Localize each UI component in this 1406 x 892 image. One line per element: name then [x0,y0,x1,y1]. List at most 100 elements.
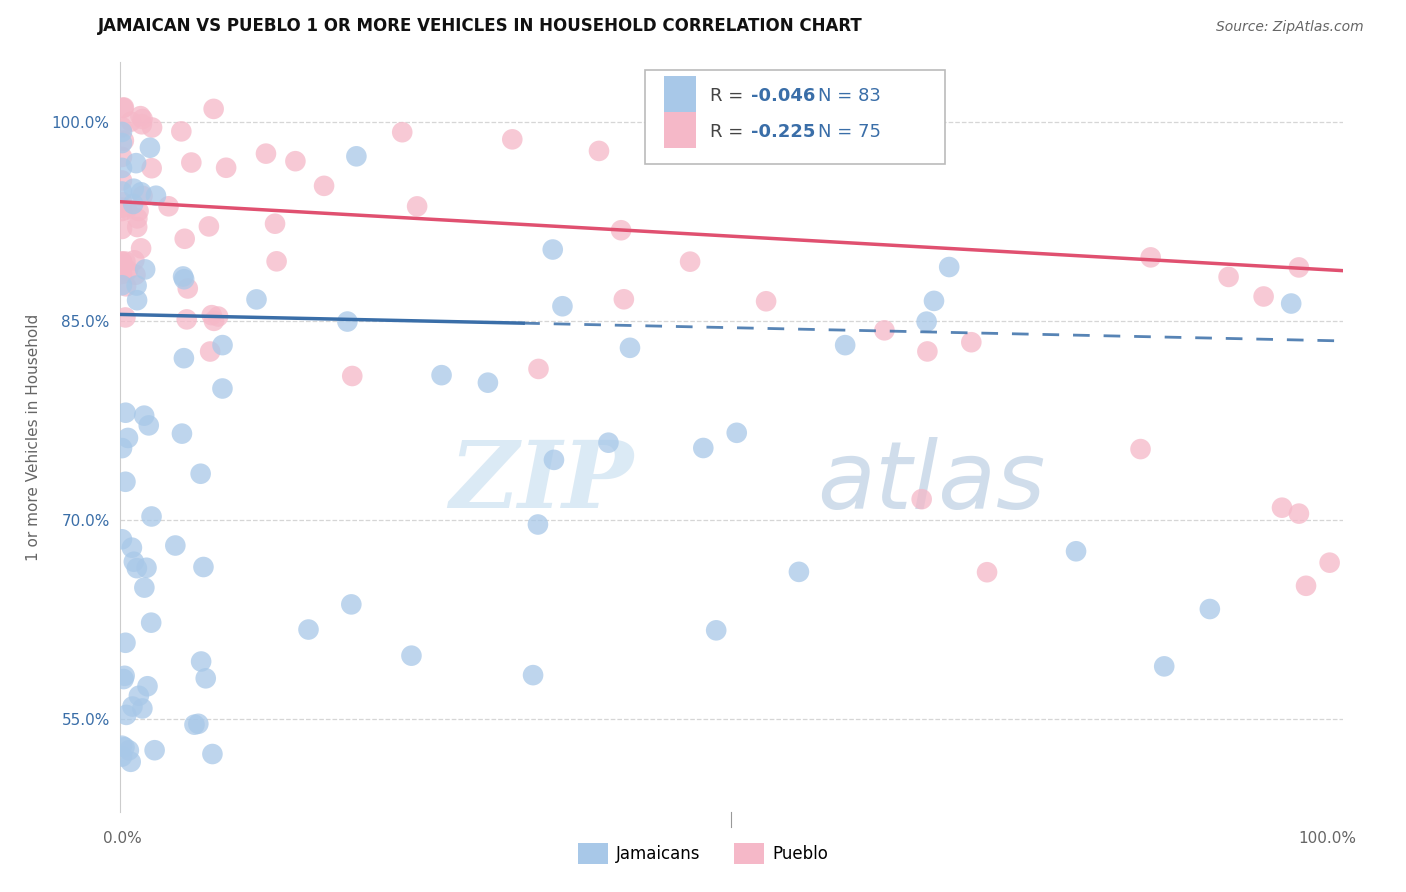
Point [111,267,134,281]
Point [922,293,945,308]
Point [391,125,413,139]
Point [1253,289,1275,303]
Point [131,701,153,715]
Point [122,182,145,196]
Point [170,426,193,441]
Point [129,241,152,255]
Point [111,150,134,164]
Point [725,425,748,440]
Point [215,161,238,175]
FancyBboxPatch shape [664,112,696,148]
Point [121,699,143,714]
Point [194,671,217,685]
Point [115,707,138,722]
Point [121,541,143,555]
Point [111,278,134,293]
Point [202,314,225,328]
Point [112,672,135,686]
Point [141,161,163,176]
Point [111,749,134,764]
Point [911,492,934,507]
Point [139,141,162,155]
Point [125,278,148,293]
Point [340,598,363,612]
Point [1218,269,1240,284]
Point [111,194,134,209]
Point [692,441,714,455]
Point [976,566,998,580]
Point [284,154,307,169]
Point [1288,260,1310,275]
Point [202,102,225,116]
Point [111,222,134,236]
Point [173,272,195,286]
Point [176,312,198,326]
FancyBboxPatch shape [645,70,945,163]
Point [180,155,202,169]
Point [111,204,134,219]
Point [111,255,134,269]
Point [134,262,156,277]
Point [117,431,139,445]
Point [190,655,212,669]
Point [111,120,134,135]
Point [128,689,150,703]
Point [704,624,727,638]
Point [111,258,134,272]
Point [134,409,156,423]
Point [619,341,641,355]
Point [111,739,134,753]
Point [172,269,194,284]
Point [157,199,180,213]
Point [201,308,224,322]
Point [211,382,233,396]
Point [112,100,135,114]
Point [141,509,163,524]
Point [430,368,453,383]
Point [124,268,146,282]
Point [114,310,136,325]
Point [128,204,150,219]
Point [145,188,167,202]
Point [120,114,142,128]
Point [173,232,195,246]
Point [522,668,544,682]
Point [122,197,145,211]
Point [115,202,138,217]
Point [588,144,610,158]
Point [111,254,134,268]
Legend: Jamaicans, Pueblo: Jamaicans, Pueblo [571,837,835,871]
Point [501,132,523,146]
Point [787,565,810,579]
Point [541,243,564,257]
Point [141,615,163,630]
Text: R =: R = [710,123,749,141]
Point [122,555,145,569]
Point [183,717,205,731]
Point [131,117,153,131]
Point [127,211,149,226]
Point [915,315,938,329]
Point [1129,442,1152,456]
Point [131,189,153,203]
Point [245,293,267,307]
Point [115,279,138,293]
Point [1198,602,1220,616]
Point [165,539,187,553]
Point [873,323,896,337]
Point [1139,251,1161,265]
Point [135,561,157,575]
Point [125,561,148,575]
Point [125,156,148,170]
Point [129,109,152,123]
Point [193,560,215,574]
Text: 0.0%: 0.0% [103,831,142,846]
Point [1153,659,1175,673]
Point [170,124,193,138]
Point [124,253,146,268]
Point [127,220,149,235]
Point [264,217,287,231]
Text: Source: ZipAtlas.com: Source: ZipAtlas.com [1216,21,1364,34]
FancyBboxPatch shape [664,77,696,112]
Point [198,344,221,359]
